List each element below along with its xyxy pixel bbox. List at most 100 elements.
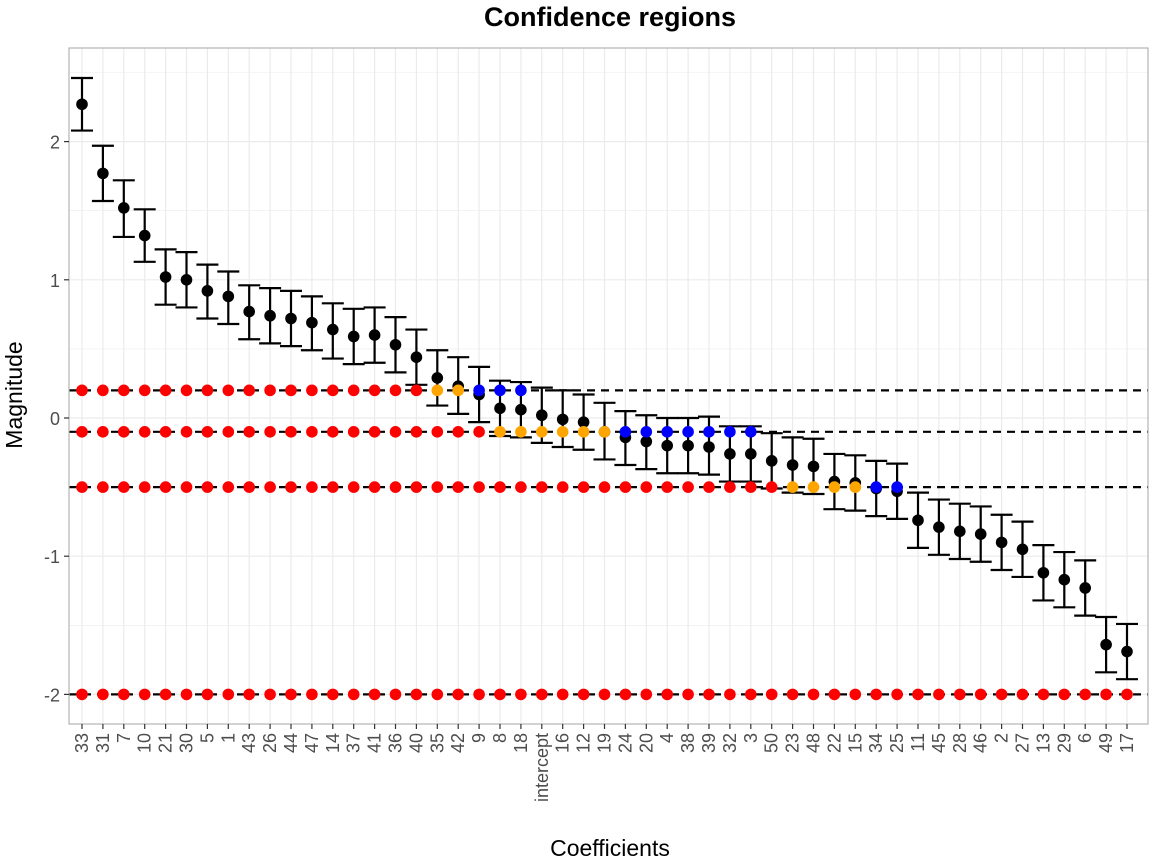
threshold-point-orange <box>849 481 862 493</box>
threshold-point-red <box>118 688 130 701</box>
threshold-point-orange <box>577 426 590 438</box>
estimate-point <box>954 525 966 538</box>
threshold-point-red <box>327 688 339 701</box>
x-tick-label: 3 <box>741 733 761 743</box>
x-tick-label: 16 <box>553 733 573 753</box>
threshold-point-red <box>97 426 109 438</box>
threshold-point-orange <box>598 426 611 438</box>
threshold-point-red <box>536 481 548 493</box>
threshold-point-red <box>285 426 297 438</box>
threshold-point-red <box>347 426 360 438</box>
threshold-point-red <box>598 688 611 701</box>
x-tick-label: 34 <box>866 733 886 753</box>
estimate-point <box>410 351 423 363</box>
x-tick-label: 42 <box>448 733 468 753</box>
threshold-point-red <box>765 688 778 701</box>
threshold-point-red <box>243 688 255 701</box>
threshold-point-red <box>410 688 423 701</box>
threshold-point-red <box>285 688 297 701</box>
x-tick-label: 24 <box>615 733 635 753</box>
threshold-point-red <box>368 688 381 701</box>
x-tick-label: 25 <box>887 733 907 753</box>
threshold-point-red <box>222 688 235 701</box>
threshold-point-red <box>410 426 423 438</box>
threshold-point-red <box>515 481 527 493</box>
estimate-point <box>264 309 276 322</box>
threshold-point-red <box>389 426 402 438</box>
estimate-point <box>306 316 318 329</box>
threshold-point-red <box>159 384 172 397</box>
threshold-point-red <box>640 481 653 493</box>
estimate-point <box>661 439 673 452</box>
threshold-point-red <box>243 384 255 397</box>
threshold-point-orange <box>431 384 444 397</box>
threshold-point-red <box>76 384 88 397</box>
threshold-point-red <box>431 426 444 438</box>
estimate-point <box>1100 638 1112 651</box>
x-tick-label: 7 <box>114 733 134 743</box>
x-tick-label: 45 <box>929 733 949 753</box>
threshold-point-red <box>745 481 757 493</box>
threshold-point-red <box>285 384 297 397</box>
threshold-point-red <box>452 426 465 438</box>
threshold-point-blue <box>661 426 673 438</box>
threshold-point-orange <box>556 426 569 438</box>
x-tick-label: 40 <box>406 733 426 753</box>
threshold-point-red <box>222 481 235 493</box>
threshold-point-red <box>933 688 945 701</box>
threshold-point-red <box>201 426 214 438</box>
estimate-point <box>933 521 945 533</box>
estimate-point <box>682 439 694 452</box>
x-tick-label: 13 <box>1033 733 1053 753</box>
estimate-point <box>201 285 214 297</box>
x-tick-label: 36 <box>386 733 406 753</box>
threshold-point-red <box>264 481 276 493</box>
threshold-point-red <box>452 688 465 701</box>
x-tick-label: 4 <box>657 733 677 743</box>
threshold-point-orange <box>494 426 506 438</box>
x-tick-label: 33 <box>72 733 92 753</box>
threshold-point-red <box>97 688 109 701</box>
threshold-point-red <box>598 481 611 493</box>
threshold-point-red <box>306 384 318 397</box>
x-tick-label: 8 <box>490 733 510 743</box>
estimate-point <box>389 338 402 351</box>
threshold-point-red <box>1079 688 1091 701</box>
x-tick-label: 23 <box>783 733 803 753</box>
threshold-point-red <box>118 384 130 397</box>
threshold-point-red <box>347 688 360 701</box>
estimate-point <box>118 202 130 214</box>
threshold-point-red <box>264 384 276 397</box>
threshold-point-orange <box>452 384 465 397</box>
x-tick-label: 6 <box>1075 733 1095 743</box>
threshold-point-red <box>264 688 276 701</box>
x-tick-label: 9 <box>469 733 489 743</box>
threshold-point-red <box>222 426 235 438</box>
estimate-point <box>807 460 820 473</box>
x-tick-label: 28 <box>950 733 970 753</box>
threshold-point-red <box>473 688 485 701</box>
threshold-point-red <box>682 688 694 701</box>
threshold-point-blue <box>703 426 715 438</box>
y-axis-ticks: -2 -1 0 1 2 <box>44 133 69 705</box>
threshold-point-red <box>431 688 444 701</box>
threshold-point-red <box>724 688 736 701</box>
estimate-point <box>640 435 653 448</box>
threshold-point-blue <box>870 481 882 493</box>
threshold-point-red <box>995 688 1008 701</box>
x-tick-label: 14 <box>323 733 343 753</box>
threshold-point-blue <box>494 384 506 397</box>
y-tick-label: 0 <box>50 409 60 429</box>
estimate-point <box>1016 543 1029 556</box>
threshold-point-red <box>389 688 402 701</box>
estimate-point <box>159 271 172 283</box>
estimate-point <box>745 448 757 460</box>
threshold-point-red <box>159 426 172 438</box>
estimate-point <box>556 413 569 426</box>
threshold-point-red <box>891 688 903 701</box>
x-tick-label: 12 <box>574 733 594 753</box>
threshold-point-red <box>327 426 339 438</box>
x-tick-label: 15 <box>845 733 865 753</box>
threshold-point-red <box>619 688 632 701</box>
x-tick-label: 46 <box>971 733 991 753</box>
